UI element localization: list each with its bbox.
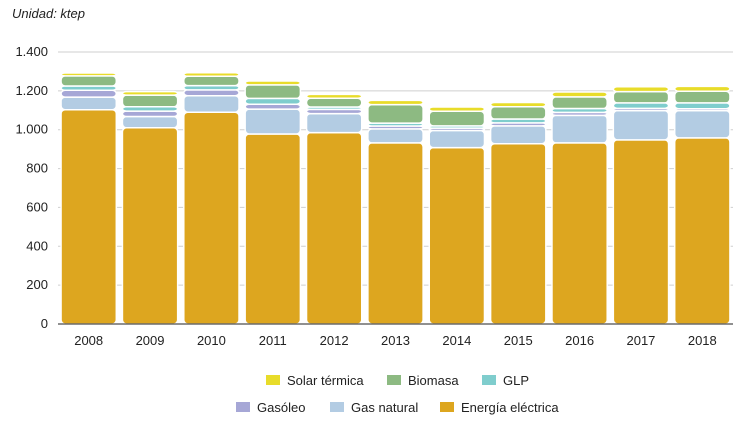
legend-label: Solar térmica <box>287 373 364 388</box>
legend-label: Biomasa <box>408 373 459 388</box>
bar-segment <box>673 90 731 104</box>
bar-segment <box>489 142 547 325</box>
legend-label: Gasóleo <box>257 400 305 415</box>
bar-segment <box>244 108 302 135</box>
bar-segment <box>612 86 670 93</box>
bar-segment <box>183 94 240 113</box>
x-tick-label: 2012 <box>320 333 349 348</box>
bar-segment <box>305 97 363 108</box>
y-tick-label: 600 <box>26 199 48 214</box>
bar-segment <box>367 99 424 106</box>
bar-segment <box>305 112 363 134</box>
legend: Solar térmica Biomasa GLP Gasóleo Gas natura… <box>236 373 559 415</box>
bar-segment <box>489 101 547 108</box>
bar-segment <box>305 93 363 99</box>
bar-segment <box>121 115 179 129</box>
x-tick-label: 2011 <box>259 333 287 348</box>
bar-segment <box>60 96 118 111</box>
bar-segment <box>60 89 118 98</box>
bar-segment <box>121 127 179 325</box>
legend-item: GLP <box>482 373 529 388</box>
legend-swatch <box>266 375 280 385</box>
y-tick-label: 1.400 <box>15 44 48 59</box>
bar-segment <box>428 146 486 325</box>
legend-item: Biomasa <box>387 373 459 388</box>
bar-segment <box>489 106 547 120</box>
bar-segment <box>244 133 302 325</box>
bar-segment <box>183 111 240 325</box>
x-tick-label: 2009 <box>136 333 165 348</box>
y-axis-ticks: 0 200 400 600 800 1.000 1.200 1.400 <box>15 44 48 331</box>
legend-swatch <box>387 375 401 385</box>
x-tick-label: 2010 <box>197 333 226 348</box>
bar-segment <box>428 106 486 113</box>
bar-segment <box>612 102 670 110</box>
bar-segment <box>428 110 486 127</box>
y-tick-label: 1.000 <box>15 122 48 137</box>
y-tick-label: 1.200 <box>15 83 48 98</box>
bar-segment <box>673 137 731 325</box>
bar-segment <box>612 109 670 141</box>
bar-segment <box>367 128 424 144</box>
legend-item: Energía eléctrica <box>440 400 559 415</box>
bar-segment <box>244 80 302 86</box>
y-tick-label: 400 <box>26 238 48 253</box>
legend-swatch <box>330 402 344 412</box>
bar-segment <box>551 91 608 98</box>
y-tick-label: 200 <box>26 277 48 292</box>
x-tick-label: 2008 <box>74 333 103 348</box>
bar-segment <box>305 131 363 325</box>
bar-segment <box>60 72 118 77</box>
unit-label: Unidad: ktep <box>12 6 85 21</box>
bars <box>60 72 731 325</box>
bar-segment <box>551 114 608 144</box>
x-tick-label: 2016 <box>565 333 594 348</box>
bar-segment <box>551 142 608 325</box>
bar-segment <box>60 75 118 87</box>
legend-label: Gas natural <box>351 400 418 415</box>
x-tick-label: 2018 <box>688 333 717 348</box>
legend-swatch <box>482 375 496 385</box>
x-tick-label: 2015 <box>504 333 533 348</box>
legend-item: Gasóleo <box>236 400 305 415</box>
legend-item: Gas natural <box>330 400 418 415</box>
bar-segment <box>244 97 302 106</box>
bar-segment <box>183 89 240 97</box>
bar-segment <box>121 90 179 96</box>
bar-segment <box>60 108 118 325</box>
legend-swatch <box>440 402 454 412</box>
bar-segment <box>489 125 547 145</box>
bar-segment <box>121 110 179 118</box>
bar-segment <box>367 142 424 325</box>
bar-segment <box>673 102 731 110</box>
y-tick-label: 800 <box>26 161 48 176</box>
bar-segment <box>612 139 670 325</box>
legend-item: Solar térmica <box>266 373 364 388</box>
x-axis-categories: 2008 2009 2010 2011 2012 2013 2014 2015 2016 2017… <box>74 333 717 348</box>
bar-segment <box>612 90 670 104</box>
legend-swatch <box>236 402 250 412</box>
x-tick-label: 2013 <box>381 333 410 348</box>
bar-segment <box>244 84 302 100</box>
bar-segment <box>367 103 424 124</box>
bar-segment <box>673 85 731 92</box>
x-tick-label: 2017 <box>626 333 655 348</box>
bar-segment <box>673 109 731 139</box>
x-tick-label: 2014 <box>442 333 471 348</box>
bar-segment <box>428 129 486 149</box>
bar-segment <box>551 96 608 110</box>
bar-segment <box>121 94 179 108</box>
bar-segment <box>183 75 240 87</box>
y-tick-label: 0 <box>41 316 48 331</box>
legend-label: Energía eléctrica <box>461 400 559 415</box>
bar-segment <box>183 72 240 78</box>
legend-label: GLP <box>503 373 529 388</box>
